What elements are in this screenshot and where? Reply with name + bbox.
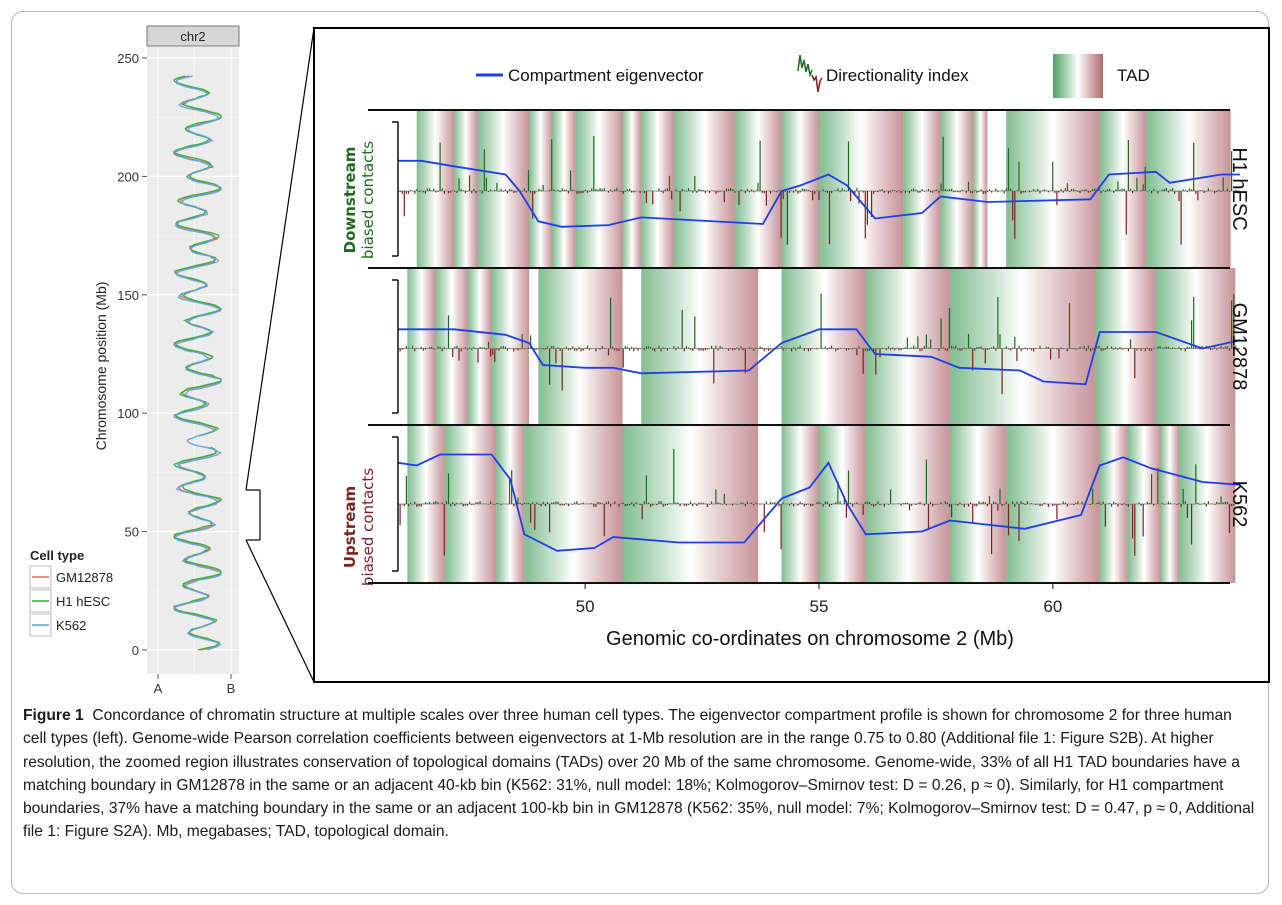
left-panel: chr2 0 50 100 150 200 250 Chromosome position… xyxy=(29,25,240,696)
left-y-tick-label: 100 xyxy=(117,406,139,421)
di-positive xyxy=(403,293,1237,349)
tad-legend-label: TAD xyxy=(1117,66,1150,85)
row-label: K562 xyxy=(1228,481,1250,528)
right-x-ticks: 50 55 60 xyxy=(368,582,1230,616)
legend-title: Cell type xyxy=(30,548,84,563)
tad-band xyxy=(435,268,469,425)
tad-legend-swatch xyxy=(1053,54,1103,98)
tad-band xyxy=(575,110,623,268)
left-profile-lines xyxy=(172,75,223,651)
left-gridlines xyxy=(147,47,239,674)
tad-band xyxy=(454,110,478,268)
tad-band xyxy=(973,110,988,268)
tad-band xyxy=(528,110,553,268)
x-tick-label: 55 xyxy=(810,597,829,616)
tad-band xyxy=(641,268,759,425)
di-positive xyxy=(410,136,1237,191)
tad-band xyxy=(416,110,455,268)
tad-band xyxy=(407,268,436,425)
di-legend-label: Directionality index xyxy=(826,66,969,85)
di-legend-swatch xyxy=(797,54,823,93)
row-label: GM12878 xyxy=(1228,303,1250,391)
legend-item-label: K562 xyxy=(56,618,86,633)
left-y-tick-label: 250 xyxy=(117,51,139,66)
eigen-legend-label: Compartment eigenvector xyxy=(508,66,704,85)
upstream-label: Upstream xyxy=(341,486,359,568)
eigenvector-line xyxy=(397,453,1241,552)
tad-band xyxy=(819,110,904,268)
tad-band xyxy=(1099,110,1147,268)
left-y-tick-label: 150 xyxy=(117,288,139,303)
legend-item-label: GM12878 xyxy=(56,570,113,585)
track-h1-hesc: H1 hESC xyxy=(368,109,1250,268)
facet-strip xyxy=(146,25,240,47)
profile-line-k562 xyxy=(172,75,222,651)
tad-band xyxy=(552,110,576,268)
figure-1: chr2 0 50 100 150 200 250 Chromosome position… xyxy=(29,25,1270,696)
tad-band xyxy=(491,268,529,425)
track-panels: H1 hESC GM12878 K562 xyxy=(368,109,1250,583)
track-k562: K562 xyxy=(368,424,1250,583)
left-y-axis-label: Chromosome position (Mb) xyxy=(93,282,109,451)
cell-type-legend: Cell type GM12878 H1 hESC K562 xyxy=(29,548,113,637)
legend-item-label: H1 hESC xyxy=(56,594,110,609)
figure-caption: Figure 1 Concordance of chromatin struct… xyxy=(23,704,1258,844)
x-tick-label: 60 xyxy=(1043,597,1062,616)
left-x-tick-label: B xyxy=(227,681,236,696)
left-y-tick-label: 200 xyxy=(117,169,139,184)
right-x-axis-label: Genomic co-ordinates on chromosome 2 (Mb… xyxy=(606,628,1014,650)
tad-band xyxy=(538,268,623,425)
tad-band xyxy=(468,268,492,425)
zoom-connectors xyxy=(245,27,315,683)
upstream-sub-label: biased contacts xyxy=(359,468,377,586)
left-y-tick-label: 50 xyxy=(125,525,139,540)
tad-band xyxy=(781,268,866,425)
caption-label: Figure 1 xyxy=(23,707,84,724)
track-gm12878: GM12878 xyxy=(368,267,1250,425)
eigenvector-line xyxy=(398,328,1241,386)
tad-band xyxy=(1094,268,1156,425)
left-plot-bg xyxy=(147,47,239,674)
tad-band xyxy=(673,110,735,268)
facet-label: chr2 xyxy=(180,29,205,44)
tad-band xyxy=(641,110,674,268)
tad-band xyxy=(1146,110,1231,268)
row-label: H1 hESC xyxy=(1228,147,1250,230)
eigenvector-line xyxy=(398,159,1240,228)
right-legend: Compartment eigenvector Directionality i… xyxy=(476,54,1150,98)
right-panel: Compartment eigenvector Directionality i… xyxy=(313,27,1270,683)
downstream-label: Downstream xyxy=(341,147,359,254)
tad-band xyxy=(949,268,1095,425)
caption-text: Concordance of chromatin structure at mu… xyxy=(23,707,1255,841)
tad-band xyxy=(477,110,529,268)
left-x-tick-label: A xyxy=(154,681,163,696)
downstream-sub-label: biased contacts xyxy=(359,141,377,259)
left-y-ticks: 0 50 100 150 200 250 xyxy=(117,51,147,658)
left-y-tick-label: 0 xyxy=(132,643,139,658)
di-negative xyxy=(399,504,1235,556)
x-tick-label: 50 xyxy=(576,597,595,616)
tad-band xyxy=(622,110,642,268)
